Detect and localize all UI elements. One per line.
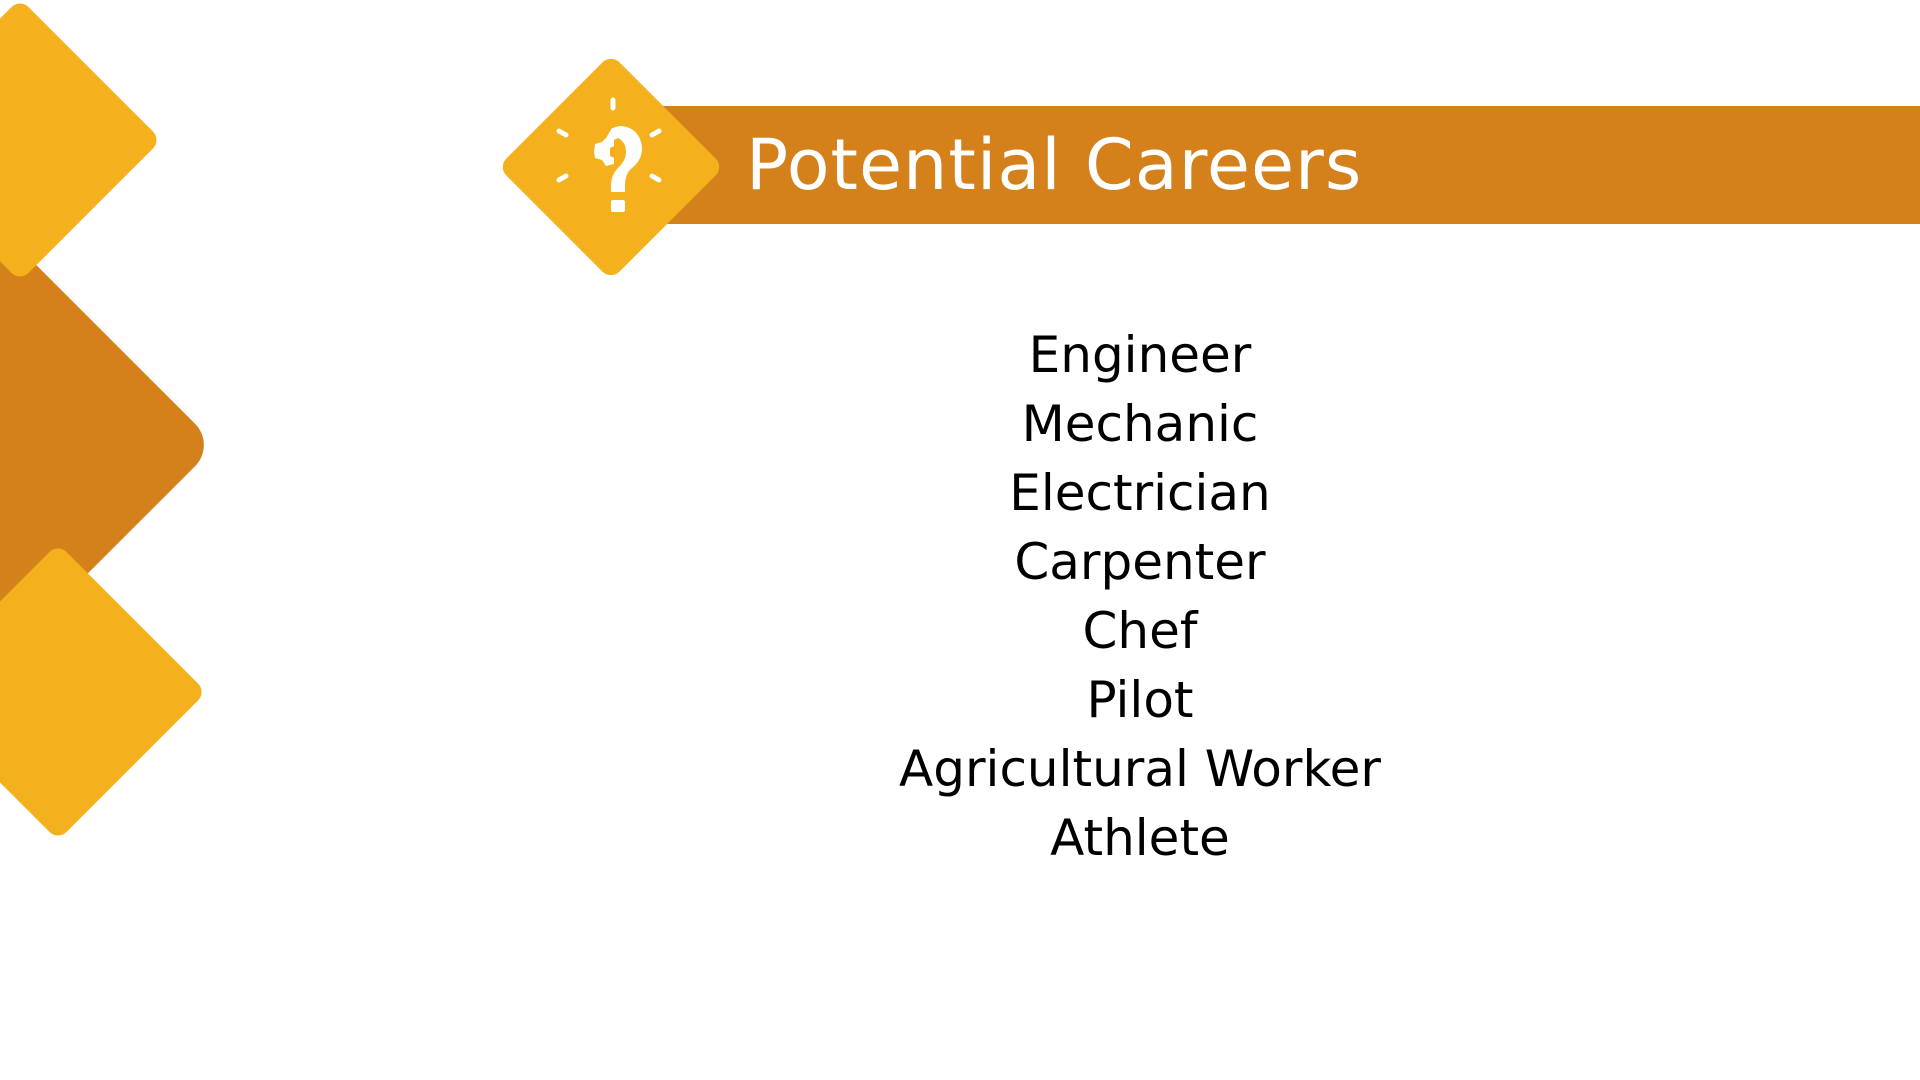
career-item-electrician: Electrician xyxy=(1009,464,1271,522)
career-item-athlete: Athlete xyxy=(1050,809,1230,867)
career-item-pilot: Pilot xyxy=(1086,671,1194,729)
decorative-diamond-top xyxy=(0,0,162,282)
career-item-carpenter: Carpenter xyxy=(1014,533,1266,591)
career-item-agricultural-worker: Agricultural Worker xyxy=(899,740,1381,798)
career-item-chef: Chef xyxy=(1082,602,1198,660)
decorative-diamond-bottom xyxy=(0,543,207,841)
title-banner xyxy=(640,106,1920,224)
page-title: Potential Careers xyxy=(746,124,1363,206)
lightbulb-gear-icon xyxy=(556,97,662,212)
career-item-engineer: Engineer xyxy=(1028,326,1252,384)
career-list: Engineer Mechanic Electrician Carpenter … xyxy=(840,321,1440,873)
career-item-mechanic: Mechanic xyxy=(1021,395,1259,453)
